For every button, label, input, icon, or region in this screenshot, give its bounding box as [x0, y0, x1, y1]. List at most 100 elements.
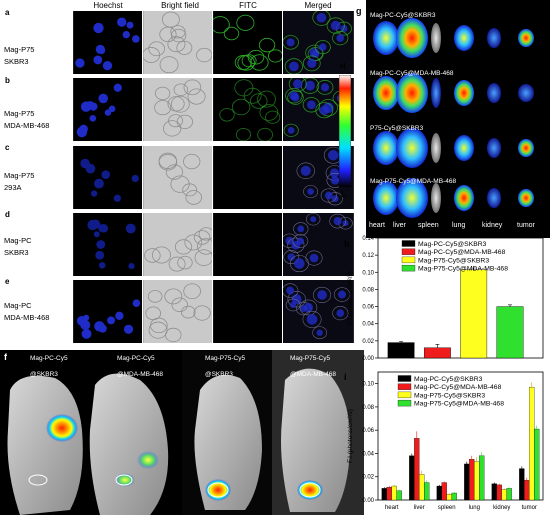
legend-swatch-4 [397, 399, 412, 407]
panel-letter-b: b [5, 76, 10, 85]
micrograph-r1-c1 [72, 10, 145, 75]
membrane-signal-mark [258, 37, 276, 53]
organ-heart-row4 [373, 181, 399, 215]
panel-letter-f: f [4, 352, 7, 362]
merged-nucleus-mark [317, 290, 327, 300]
membrane-signal-mark [234, 79, 254, 97]
cell-outline-mark [181, 305, 196, 319]
cell-outline-mark [171, 297, 188, 313]
organ-heart-row1 [373, 21, 399, 55]
mouse-2-label-line1: Mag-PC-Cy5 [117, 355, 155, 362]
cell-outline-mark [164, 288, 183, 305]
cell-outline-mark [177, 255, 193, 270]
bar-tumor-3 [529, 386, 535, 501]
column-header-merged: Merged [304, 1, 332, 10]
panel-letter-a: a [5, 8, 10, 17]
legend-swatch-2 [397, 383, 412, 390]
mouse-2-label: Mag-PC-Cy5 @MDA-MB-468 [117, 354, 163, 379]
mouse-3-label: Mag-P75-Cy5 @SKBR3 [205, 354, 245, 379]
nucleus-mark [96, 240, 106, 249]
legend-label-4: Mag-P75-Cy5@MDA-MB-468 [418, 266, 508, 273]
merged-nucleus-mark [309, 48, 320, 58]
cell-outline-mark [183, 79, 202, 96]
x-tick-label: kidney [493, 505, 510, 511]
y-tick-label: 0.04 [362, 451, 374, 457]
cell-outline-mark [163, 120, 182, 137]
legend-label-2: Mag-PC-Cy5@MDA-MB-468 [414, 384, 502, 391]
column-header-fitc: FITC [239, 1, 257, 10]
legend-swatch-1 [397, 375, 412, 382]
organ-kidney-row1 [487, 28, 501, 48]
merged-membrane-mark [316, 79, 334, 95]
organ-tumor-row4 [518, 189, 534, 207]
row-label-b-line2: MDA-MB-468 [4, 121, 50, 130]
micrograph-background [143, 11, 214, 74]
micrograph-r2-c1 [72, 77, 145, 142]
merged-outline-mark [287, 237, 305, 253]
organ-label-spleen: spleen [418, 222, 439, 229]
micrograph-r5-c4 [282, 279, 355, 344]
legend-swatch-2 [401, 248, 416, 255]
mouse-3 [182, 350, 272, 515]
membrane-signal-mark [250, 93, 268, 109]
nucleus-mark [98, 324, 107, 333]
mouse-2 [89, 373, 169, 515]
merged-nucleus-mark [289, 61, 299, 72]
row-label-d-line2: SKBR3 [4, 248, 29, 257]
bar-liver-4 [424, 482, 430, 501]
merged-membrane-mark [287, 90, 304, 105]
membrane-signal-mark [257, 90, 276, 108]
membrane-signal-mark [237, 55, 255, 71]
cell-outline-mark [197, 238, 214, 255]
merged-nucleus-mark [336, 309, 345, 317]
merged-membrane-mark [283, 35, 299, 50]
nucleus-mark [81, 328, 92, 339]
organ-label-heart: heart [369, 222, 385, 229]
nucleus-mark [90, 190, 98, 197]
micrograph-image [143, 213, 214, 276]
micrograph-image [213, 213, 284, 276]
organ-label-lung: lung [452, 222, 466, 229]
merged-membrane-mark [315, 102, 334, 119]
merged-membrane-mark [288, 78, 307, 92]
micrograph-background [213, 213, 284, 276]
mouse-1-label-line1: Mag-PC-Cy5 [30, 355, 68, 362]
y-tick-label: 0.02 [362, 475, 374, 481]
micrograph-r1-c3 [212, 10, 285, 75]
bar-2 [423, 347, 451, 359]
merged-nucleus-mark [296, 237, 305, 245]
micrograph-r1-c2 [142, 10, 215, 75]
merged-membrane-mark [302, 97, 320, 113]
cell-outline-mark [167, 96, 185, 112]
nucleus-mark [93, 231, 100, 238]
cell-outline-mark [185, 190, 202, 205]
legend-swatch-1 [401, 240, 416, 247]
bar-liver-2 [414, 438, 420, 501]
organ-label-liver: liver [393, 222, 406, 229]
micrograph-image [73, 78, 144, 141]
merged-outline-mark [283, 283, 299, 298]
x-tick-label: spleen [438, 505, 456, 511]
y-tick-label: 0.14 [362, 236, 374, 242]
micrograph-image [283, 78, 354, 141]
nucleus-mark [93, 22, 104, 34]
nucleus-mark [108, 105, 116, 113]
mouse-2-label-line2: @MDA-MB-468 [117, 371, 163, 378]
organ-row-label-3: P75-Cy5@SKBR3 [370, 125, 424, 132]
mouse-3-label-line2: @SKBR3 [205, 371, 233, 378]
micrograph-background [213, 11, 284, 74]
merged-nucleus-mark [307, 188, 314, 195]
micrograph-r2-c4 [282, 77, 355, 142]
organ-tumor-row1 [518, 29, 534, 47]
cell-outline-mark [170, 28, 187, 43]
merged-nucleus-mark [300, 165, 311, 176]
panel-letter-e: e [5, 277, 10, 286]
cell-outline-mark [168, 256, 186, 272]
merged-outline-mark [332, 306, 349, 321]
micrograph-image [143, 280, 214, 343]
cell-outline-mark [152, 246, 171, 264]
merged-nucleus-mark [316, 329, 323, 336]
organ-spleen-row4 [431, 183, 441, 213]
cell-outline-mark [158, 153, 178, 171]
micrograph-image [143, 146, 214, 209]
